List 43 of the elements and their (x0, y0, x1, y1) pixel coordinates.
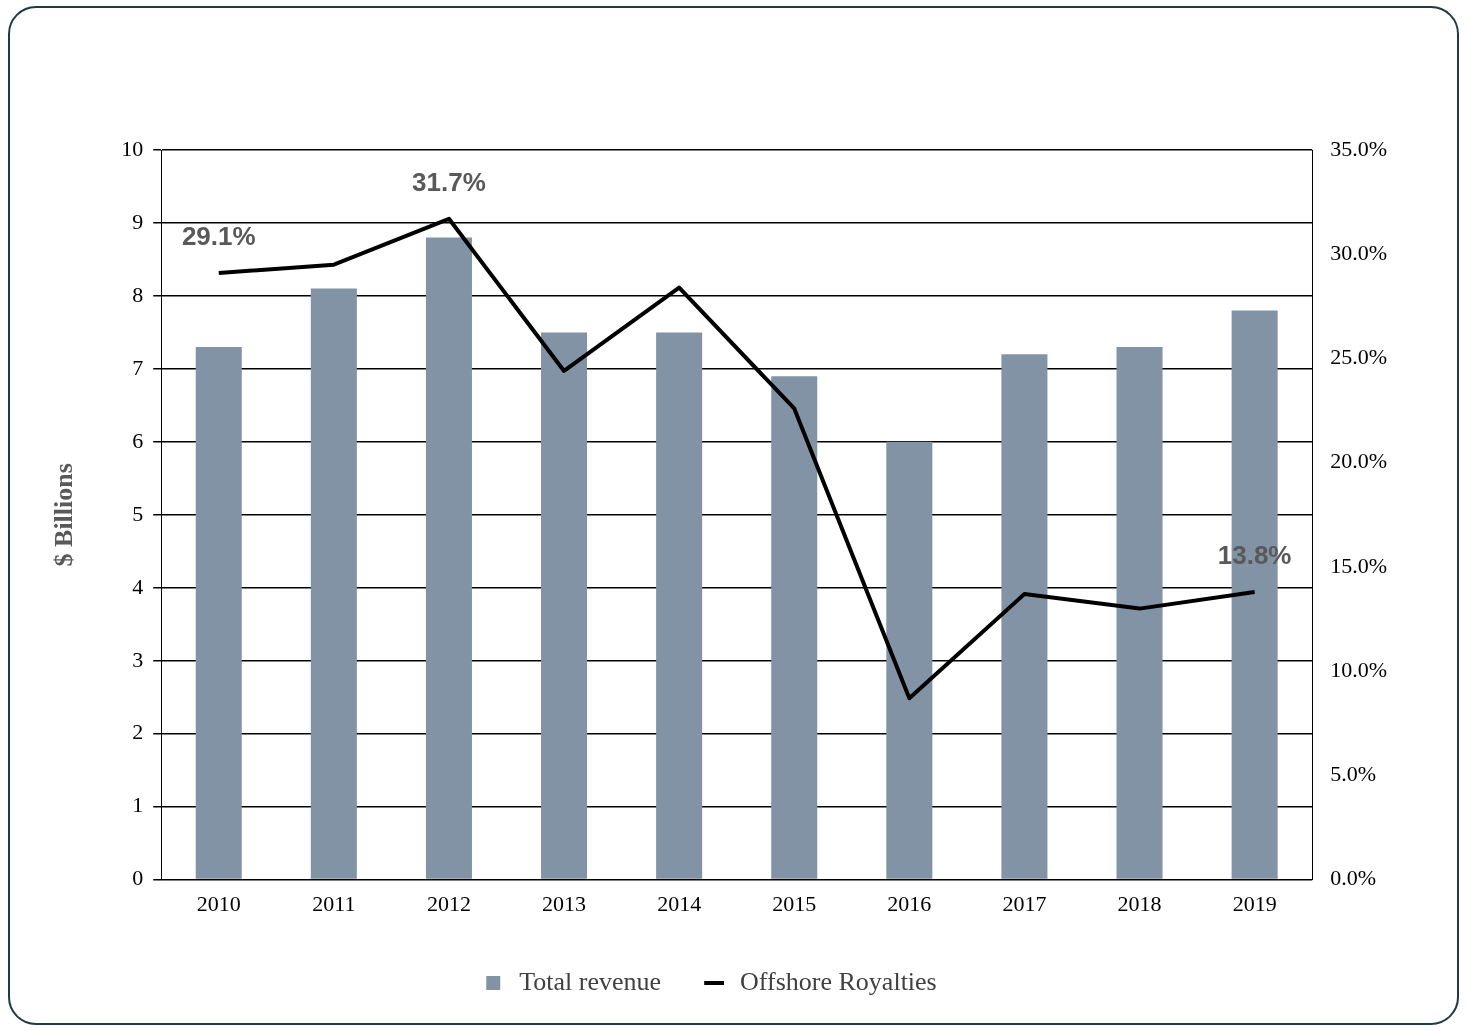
y2-tick-label: 10.0% (1330, 656, 1387, 682)
x-tick-label: 2015 (772, 890, 817, 916)
y-tick-label: 5 (132, 500, 144, 526)
y2-tick-label: 30.0% (1330, 240, 1387, 266)
bar (310, 288, 357, 879)
x-tick-label: 2019 (1232, 890, 1277, 916)
y-axis-title: $ Billions (49, 463, 79, 567)
bar (1116, 346, 1163, 879)
bar (1001, 354, 1048, 879)
bar (771, 376, 818, 879)
legend-label: Offshore Royalties (740, 966, 937, 996)
y2-tick-label: 20.0% (1330, 448, 1387, 474)
data-label: 31.7% (412, 166, 486, 197)
y-tick-label: 2 (132, 719, 144, 745)
y2-tick-label: 5.0% (1330, 761, 1376, 787)
y2-tick-label: 25.0% (1330, 344, 1387, 370)
y-tick-label: 9 (132, 208, 144, 234)
x-tick-label: 2017 (1002, 890, 1047, 916)
bar (656, 332, 703, 879)
bar (541, 332, 588, 879)
x-tick-label: 2018 (1117, 890, 1162, 916)
x-tick-label: 2014 (657, 890, 702, 916)
bar (886, 441, 933, 879)
y-tick-label: 8 (132, 281, 144, 307)
data-label: 29.1% (181, 221, 256, 252)
y-tick-label: 0 (132, 865, 144, 891)
y2-tick-label: 35.0% (1330, 135, 1387, 161)
y-tick-label: 1 (132, 792, 144, 818)
bar (195, 346, 242, 879)
y-tick-label: 4 (132, 573, 144, 599)
y2-tick-label: 0.0% (1330, 865, 1376, 891)
y-tick-label: 3 (132, 646, 144, 672)
y2-tick-label: 15.0% (1330, 552, 1387, 578)
y-tick-label: 10 (121, 135, 144, 161)
x-tick-label: 2016 (887, 890, 932, 916)
x-tick-label: 2010 (196, 890, 241, 916)
y-tick-label: 6 (132, 427, 144, 453)
x-tick-label: 2012 (426, 890, 471, 916)
x-tick-label: 2013 (542, 890, 587, 916)
x-tick-label: 2011 (312, 890, 356, 916)
y-tick-label: 7 (132, 354, 144, 380)
bar (425, 237, 472, 879)
legend-label: Total revenue (519, 966, 662, 996)
